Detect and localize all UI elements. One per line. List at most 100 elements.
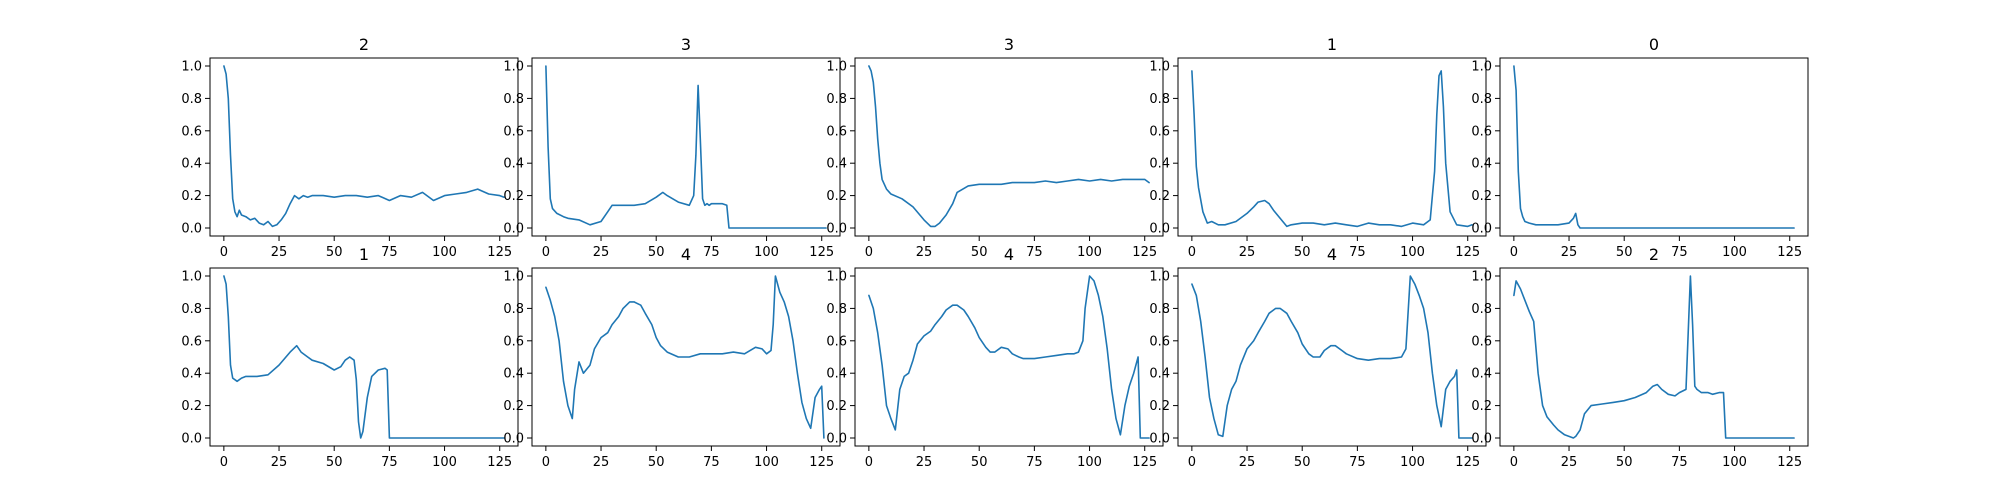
x-tick-label: 25 xyxy=(271,245,288,260)
x-tick-label: 100 xyxy=(1722,245,1747,260)
x-tick-label: 75 xyxy=(381,455,398,470)
y-tick-label: 0.8 xyxy=(1471,92,1492,107)
x-tick-label: 100 xyxy=(1722,455,1747,470)
y-tick-label: 0.6 xyxy=(503,334,524,349)
axes-frame xyxy=(854,57,1164,237)
y-tick-label: 0.8 xyxy=(181,92,202,107)
y-tick-label: 1.0 xyxy=(1149,60,1170,75)
x-tick-label: 75 xyxy=(1026,455,1043,470)
series-line xyxy=(545,275,825,439)
y-tick-label: 0.4 xyxy=(181,157,202,172)
y-tick-label: 0.8 xyxy=(503,92,524,107)
y-tick-label: 0.4 xyxy=(503,157,524,172)
y-tick-label: 1.0 xyxy=(826,60,847,75)
x-tick-label: 125 xyxy=(1132,245,1157,260)
series-line xyxy=(1191,70,1473,228)
x-tick-label: 25 xyxy=(1239,455,1256,470)
y-tick-label: 0.0 xyxy=(826,431,847,446)
x-tick-label: 100 xyxy=(1077,455,1102,470)
subplot-9: 4 0 25 50 75 100 125 0.0 0.2 0.4 0.6 0.8 1.0 xyxy=(1149,245,1487,470)
x-tick-label: 50 xyxy=(326,245,343,260)
series-line xyxy=(868,275,1150,439)
x-tick-label: 0 xyxy=(220,245,228,260)
y-tick-label: 0.0 xyxy=(1149,221,1170,236)
x-tick-label: 25 xyxy=(916,245,933,260)
y-tick-label: 0.6 xyxy=(826,334,847,349)
axes-frame xyxy=(209,57,519,237)
x-tick-label: 125 xyxy=(1777,245,1802,260)
y-tick-label: 1.0 xyxy=(181,60,202,75)
subplot-7: 4 0 25 50 75 100 125 0.0 0.2 0.4 0.6 0.8 1.0 xyxy=(503,245,841,470)
y-tick-label: 0.4 xyxy=(826,157,847,172)
x-tick-label: 0 xyxy=(1510,455,1518,470)
x-tick-label: 0 xyxy=(1188,245,1196,260)
x-tick-label: 100 xyxy=(432,245,457,260)
subplot-title: 3 xyxy=(681,35,691,54)
y-tick-label: 0.2 xyxy=(826,399,847,414)
axes-frame xyxy=(1177,57,1487,237)
x-tick-label: 125 xyxy=(1132,455,1157,470)
x-tick-label: 100 xyxy=(754,245,779,260)
y-tick-label: 0.6 xyxy=(1149,124,1170,139)
x-tick-label: 75 xyxy=(381,245,398,260)
subplot-title: 0 xyxy=(1649,35,1659,54)
x-tick-label: 25 xyxy=(916,455,933,470)
subplot-3: 3 0 25 50 75 100 125 0.0 0.2 0.4 0.6 0.8 1.0 xyxy=(826,35,1164,260)
y-tick-label: 0.0 xyxy=(503,221,524,236)
subplot-2: 3 0 25 50 75 100 125 0.0 0.2 0.4 0.6 0.8 1.0 xyxy=(503,35,841,260)
y-tick-label: 1.0 xyxy=(1471,60,1492,75)
y-tick-label: 0.8 xyxy=(1149,92,1170,107)
x-tick-label: 0 xyxy=(1510,245,1518,260)
y-tick-label: 1.0 xyxy=(1471,270,1492,285)
axes-frame xyxy=(531,57,841,237)
x-tick-label: 25 xyxy=(1561,455,1578,470)
axes-frame xyxy=(1499,57,1809,237)
y-tick-label: 0.4 xyxy=(1471,367,1492,382)
subplot-title: 4 xyxy=(681,245,691,264)
y-tick-label: 0.0 xyxy=(1471,431,1492,446)
subplot-title: 1 xyxy=(359,245,369,264)
y-tick-label: 0.2 xyxy=(1149,399,1170,414)
x-tick-label: 50 xyxy=(971,245,988,260)
y-tick-label: 0.8 xyxy=(181,302,202,317)
y-tick-label: 0.6 xyxy=(826,124,847,139)
y-tick-label: 0.6 xyxy=(503,124,524,139)
series-line xyxy=(223,65,505,228)
x-tick-label: 125 xyxy=(809,455,834,470)
y-tick-label: 0.0 xyxy=(181,431,202,446)
x-tick-label: 100 xyxy=(432,455,457,470)
subplot-6: 1 0 25 50 75 100 125 0.0 0.2 0.4 0.6 0.8 1.0 xyxy=(181,245,519,470)
series-line xyxy=(1513,275,1795,439)
y-tick-label: 0.4 xyxy=(1149,367,1170,382)
subplot-title: 2 xyxy=(359,35,369,54)
subplot-title: 1 xyxy=(1327,35,1337,54)
y-tick-label: 0.6 xyxy=(1471,334,1492,349)
x-tick-label: 100 xyxy=(754,455,779,470)
y-tick-label: 0.2 xyxy=(826,189,847,204)
y-tick-label: 0.8 xyxy=(1149,302,1170,317)
y-tick-label: 0.4 xyxy=(826,367,847,382)
y-tick-label: 0.0 xyxy=(1471,221,1492,236)
y-tick-label: 1.0 xyxy=(503,270,524,285)
series-line xyxy=(868,65,1150,228)
y-tick-label: 0.2 xyxy=(503,399,524,414)
y-tick-label: 0.8 xyxy=(826,92,847,107)
series-line xyxy=(1191,275,1473,439)
axes-frame xyxy=(854,267,1164,447)
subplot-title: 2 xyxy=(1649,245,1659,264)
x-tick-label: 125 xyxy=(1777,455,1802,470)
x-tick-label: 50 xyxy=(648,245,665,260)
subplot-5: 0 0 25 50 75 100 125 0.0 0.2 0.4 0.6 0.8 1.0 xyxy=(1471,35,1809,260)
x-tick-label: 0 xyxy=(542,245,550,260)
series-line xyxy=(1513,65,1795,229)
y-tick-label: 0.2 xyxy=(1471,399,1492,414)
y-tick-label: 0.0 xyxy=(181,221,202,236)
y-tick-label: 1.0 xyxy=(181,270,202,285)
subplot-title: 3 xyxy=(1004,35,1014,54)
x-tick-label: 75 xyxy=(703,455,720,470)
axes-frame xyxy=(531,267,841,447)
y-tick-label: 0.4 xyxy=(503,367,524,382)
x-tick-label: 125 xyxy=(1455,245,1480,260)
x-tick-label: 50 xyxy=(1616,245,1633,260)
